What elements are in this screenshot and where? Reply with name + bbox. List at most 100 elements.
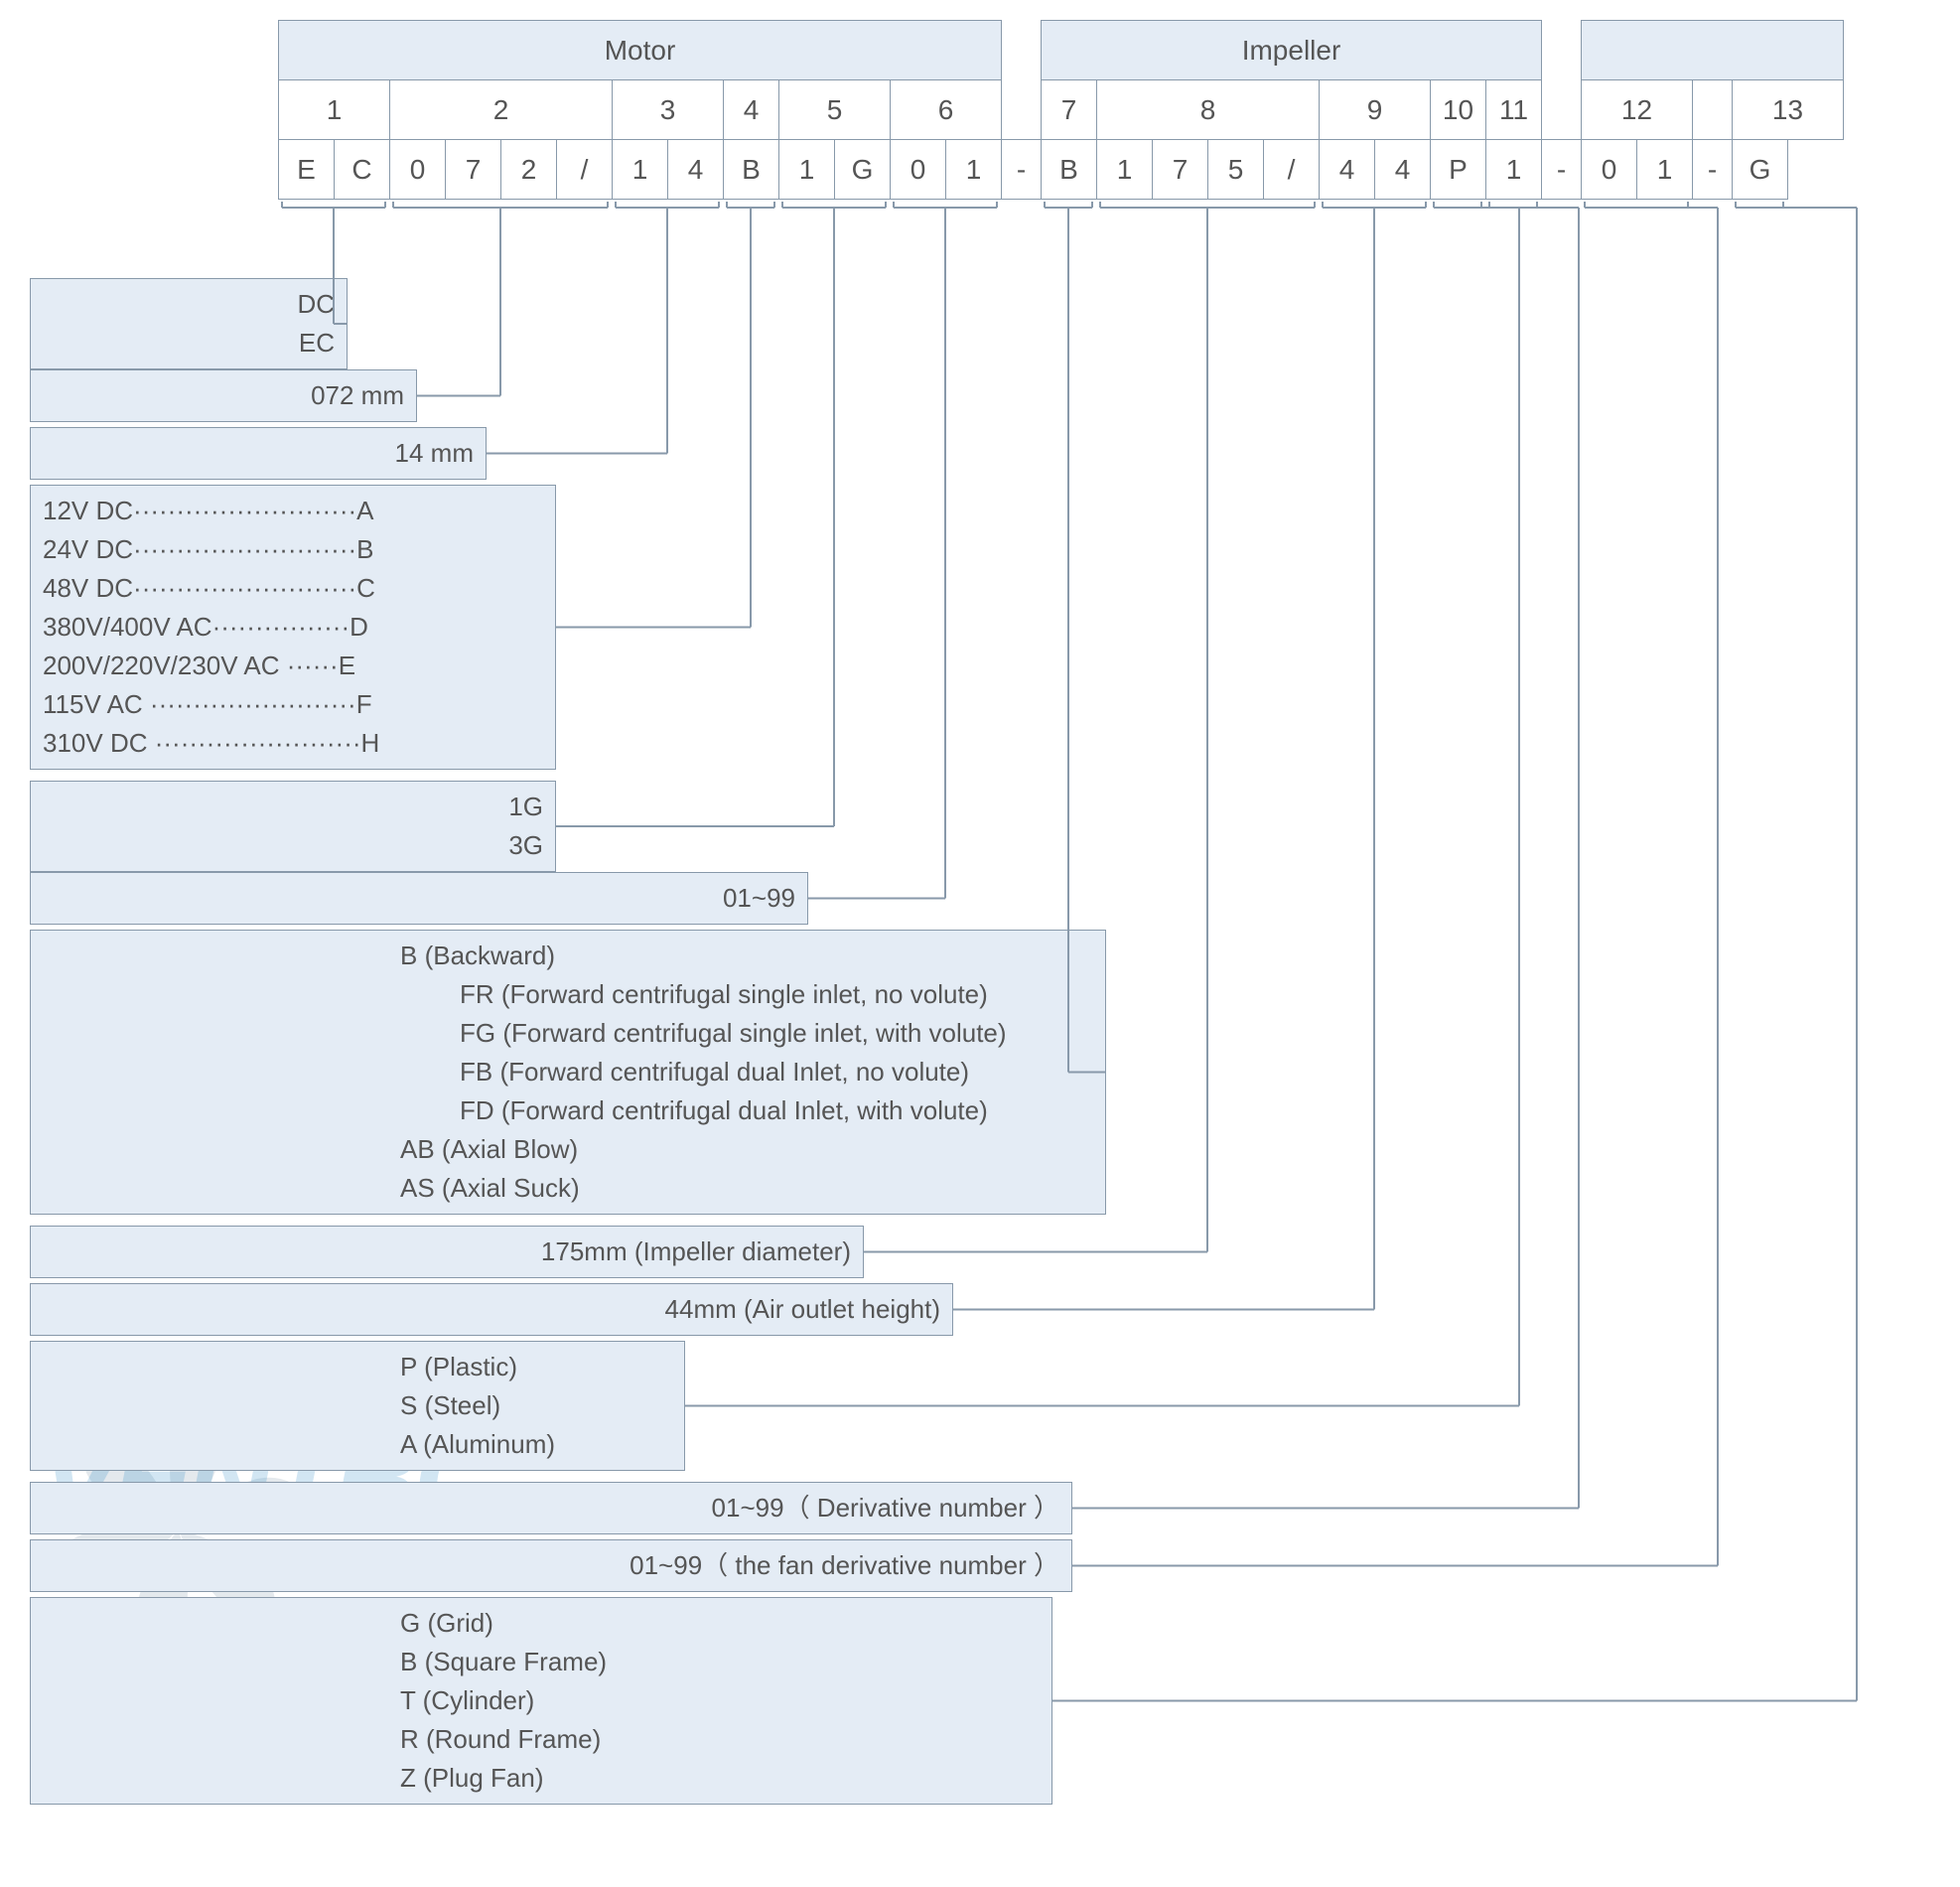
char-cell: 0 bbox=[1582, 140, 1637, 200]
char-cell: 7 bbox=[446, 140, 501, 200]
char-cell: 4 bbox=[1320, 140, 1375, 200]
impeller-section-header: Impeller bbox=[1042, 21, 1542, 80]
pos-cell: 8 bbox=[1097, 80, 1320, 140]
legend-line: 48V DC··························C bbox=[43, 569, 543, 608]
legend-line: 12V DC··························A bbox=[43, 492, 543, 530]
legend-line: AS (Axial Suck) bbox=[43, 1169, 1093, 1208]
char-cell: 1 bbox=[1097, 140, 1153, 200]
legend-leg7: B (Backward)FR (Forward centrifugal sing… bbox=[30, 930, 1106, 1215]
legend-line: FD (Forward centrifugal dual Inlet, with… bbox=[43, 1091, 1093, 1130]
char-cell: - bbox=[1693, 140, 1733, 200]
char-cell: - bbox=[1542, 140, 1582, 200]
legend-leg10: P (Plastic)S (Steel)A (Aluminum) bbox=[30, 1341, 685, 1471]
motor-section-header: Motor bbox=[279, 21, 1002, 80]
legend-leg5: 1G3G bbox=[30, 781, 556, 872]
legend-leg11: 01~99（ Derivative number ） bbox=[30, 1482, 1072, 1534]
legend-line: EC bbox=[43, 324, 335, 363]
legend-line: 01~99（ Derivative number ） bbox=[43, 1489, 1059, 1527]
char-cell: - bbox=[1002, 140, 1042, 200]
char-cell: C bbox=[335, 140, 390, 200]
legend-line: S (Steel) bbox=[43, 1386, 672, 1425]
legend-line: FR (Forward centrifugal single inlet, no… bbox=[43, 975, 1093, 1014]
char-cell: 1 bbox=[1486, 140, 1542, 200]
pos-cell: 1 bbox=[279, 80, 390, 140]
legend-line: 310V DC ························H bbox=[43, 724, 543, 763]
legend-line: A (Aluminum) bbox=[43, 1425, 672, 1464]
code-breakdown-table: Motor Impeller 1 2 3 4 5 6 7 8 9 10 11 1… bbox=[278, 20, 1844, 200]
char-cell: 4 bbox=[1375, 140, 1431, 200]
char-cell: 7 bbox=[1153, 140, 1208, 200]
char-cell: 0 bbox=[891, 140, 946, 200]
pos-cell: 5 bbox=[779, 80, 891, 140]
char-cell: 1 bbox=[1637, 140, 1693, 200]
legend-line: B (Backward) bbox=[43, 937, 1093, 975]
legend-line: T (Cylinder) bbox=[43, 1681, 1040, 1720]
tail-section-header bbox=[1582, 21, 1844, 80]
legend-line: 44mm (Air outlet height) bbox=[43, 1290, 940, 1329]
section-gap bbox=[1002, 80, 1042, 140]
legend-line: P (Plastic) bbox=[43, 1348, 672, 1386]
char-cell: 1 bbox=[613, 140, 668, 200]
legend-line: FG (Forward centrifugal single inlet, wi… bbox=[43, 1014, 1093, 1053]
section-gap bbox=[1002, 21, 1042, 80]
char-cell: P bbox=[1431, 140, 1486, 200]
legend-line: 01~99（ the fan derivative number ） bbox=[43, 1546, 1059, 1585]
legend-leg3: 14 mm bbox=[30, 427, 487, 480]
legend-leg4: 12V DC··························A24V DC·… bbox=[30, 485, 556, 770]
pos-cell: 10 bbox=[1431, 80, 1486, 140]
section-gap bbox=[1542, 21, 1582, 80]
legend-line: B (Square Frame) bbox=[43, 1643, 1040, 1681]
pos-cell: 3 bbox=[613, 80, 724, 140]
legend-leg2: 072 mm bbox=[30, 369, 417, 422]
legend-leg9: 44mm (Air outlet height) bbox=[30, 1283, 953, 1336]
char-cell: / bbox=[1264, 140, 1320, 200]
legend-line: 14 mm bbox=[43, 434, 474, 473]
legend-leg8: 175mm (Impeller diameter) bbox=[30, 1226, 864, 1278]
pos-cell: 7 bbox=[1042, 80, 1097, 140]
legend-leg12: 01~99（ the fan derivative number ） bbox=[30, 1539, 1072, 1592]
pos-cell: 13 bbox=[1733, 80, 1844, 140]
pos-cell: 11 bbox=[1486, 80, 1542, 140]
legend-line: 072 mm bbox=[43, 376, 404, 415]
section-gap bbox=[1693, 80, 1733, 140]
section-gap bbox=[1542, 80, 1582, 140]
char-cell: 2 bbox=[501, 140, 557, 200]
char-cell: G bbox=[835, 140, 891, 200]
legend-line: 380V/400V AC················D bbox=[43, 608, 543, 647]
char-cell: E bbox=[279, 140, 335, 200]
legend-line: G (Grid) bbox=[43, 1604, 1040, 1643]
char-cell: 4 bbox=[668, 140, 724, 200]
legend-line: 1G bbox=[43, 788, 543, 826]
char-cell: 1 bbox=[946, 140, 1002, 200]
legend-line: 175mm (Impeller diameter) bbox=[43, 1233, 851, 1271]
pos-cell: 9 bbox=[1320, 80, 1431, 140]
char-cell: / bbox=[557, 140, 613, 200]
pos-cell: 12 bbox=[1582, 80, 1693, 140]
legend-line: FB (Forward centrifugal dual Inlet, no v… bbox=[43, 1053, 1093, 1091]
legend-line: 200V/220V/230V AC ······E bbox=[43, 647, 543, 685]
position-number-row: 1 2 3 4 5 6 7 8 9 10 11 12 13 bbox=[279, 80, 1844, 140]
pos-cell: 4 bbox=[724, 80, 779, 140]
legend-line: DC bbox=[43, 285, 335, 324]
char-cell: 1 bbox=[779, 140, 835, 200]
legend-leg6: 01~99 bbox=[30, 872, 808, 925]
pos-cell: 6 bbox=[891, 80, 1002, 140]
legend-line: AB (Axial Blow) bbox=[43, 1130, 1093, 1169]
legend-leg1: DCEC bbox=[30, 278, 348, 369]
char-cell: G bbox=[1733, 140, 1788, 200]
legend-line: Z (Plug Fan) bbox=[43, 1759, 1040, 1798]
section-header-row: Motor Impeller bbox=[279, 21, 1844, 80]
char-cell: B bbox=[724, 140, 779, 200]
pos-cell: 2 bbox=[390, 80, 613, 140]
legend-line: 115V AC ························F bbox=[43, 685, 543, 724]
legend-line: 3G bbox=[43, 826, 543, 865]
character-row: E C 0 7 2 / 1 4 B 1 G 0 1 - B 1 7 5 / 4 … bbox=[279, 140, 1844, 200]
legend-line: 01~99 bbox=[43, 879, 795, 918]
legend-line: R (Round Frame) bbox=[43, 1720, 1040, 1759]
char-cell: 0 bbox=[390, 140, 446, 200]
char-cell-empty bbox=[1788, 140, 1844, 200]
char-cell: B bbox=[1042, 140, 1097, 200]
char-cell: 5 bbox=[1208, 140, 1264, 200]
legend-line: 24V DC··························B bbox=[43, 530, 543, 569]
legend-leg13: G (Grid)B (Square Frame)T (Cylinder)R (R… bbox=[30, 1597, 1052, 1805]
